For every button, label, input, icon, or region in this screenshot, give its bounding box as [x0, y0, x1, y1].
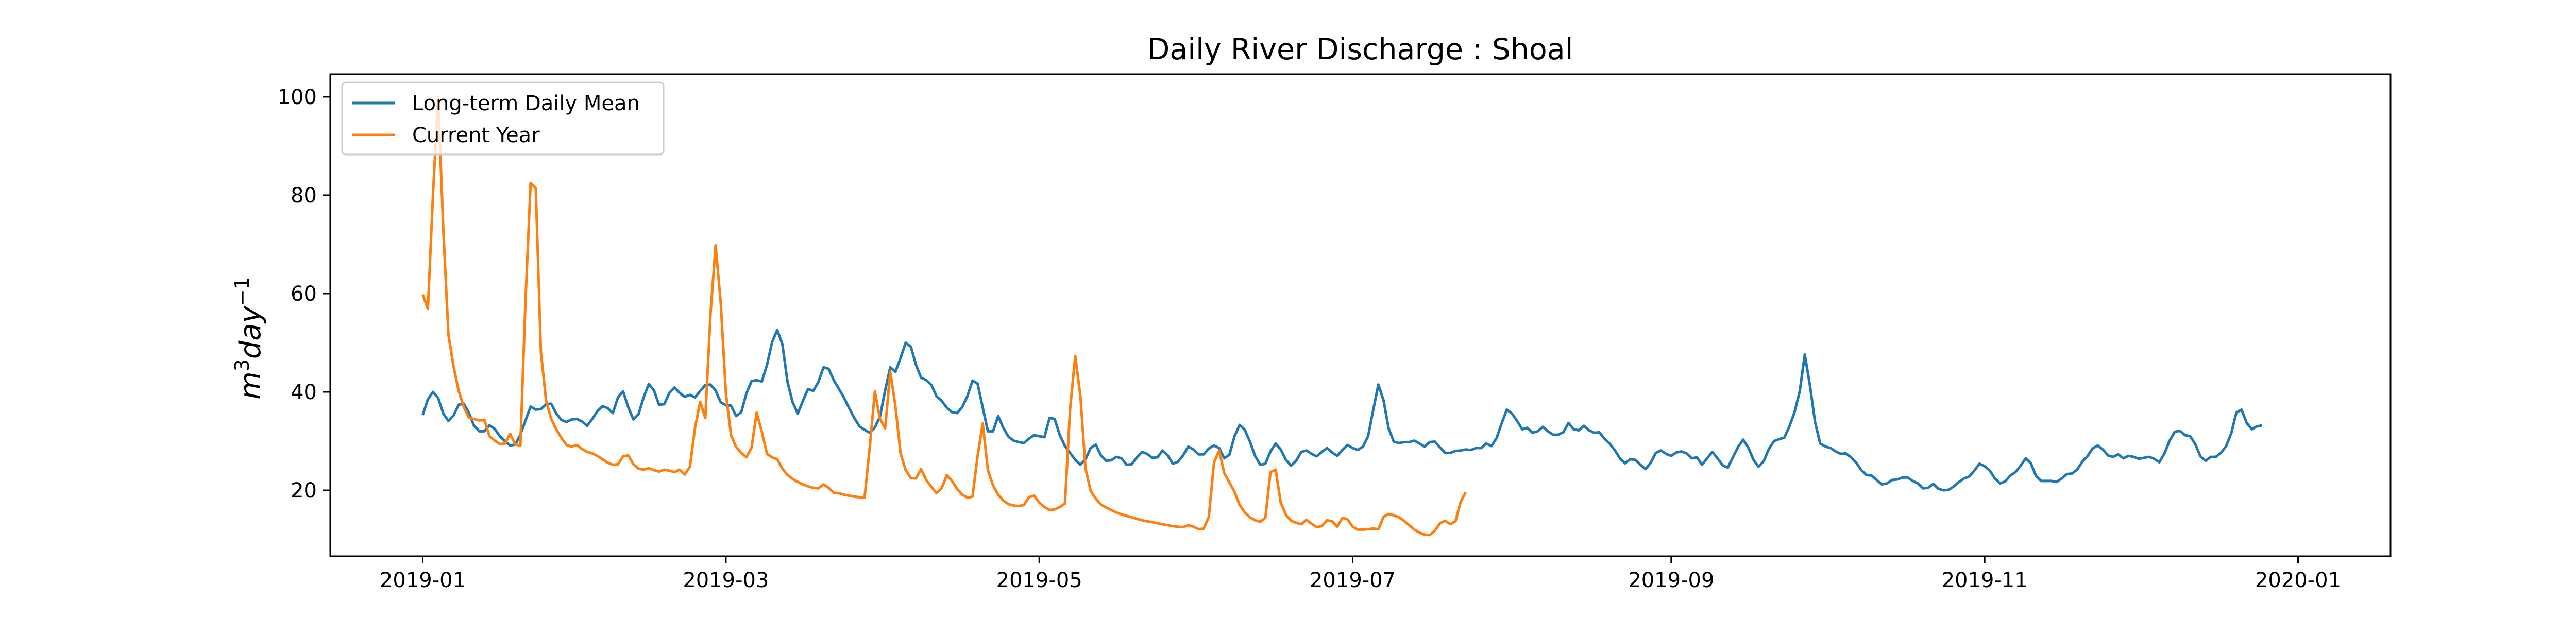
x-tick-label-0: 2019-01 [380, 569, 466, 592]
y-tick-label-4: 100 [278, 85, 317, 109]
y-tick-label-0: 20 [291, 479, 317, 503]
y-tick-label-2: 60 [291, 282, 317, 306]
y-tick-label-1: 40 [291, 381, 317, 404]
x-tick-label-2: 2019-05 [996, 569, 1082, 592]
x-tick-label-1: 2019-03 [683, 569, 769, 592]
legend-label-1: Current Year [412, 124, 540, 147]
y-axis-label-sup2: −1 [231, 277, 253, 306]
plot-area [421, 96, 2263, 537]
legend: Long-term Daily Mean Current Year [341, 81, 665, 156]
x-tick-label-6: 2020-01 [2255, 569, 2341, 592]
axes-frame [329, 73, 2392, 557]
x-tick-label-4: 2019-09 [1628, 569, 1714, 592]
y-axis-label-sup1: 3 [231, 359, 253, 371]
series-line-0 [421, 329, 2263, 492]
x-tick-label-5: 2019-11 [1942, 569, 2028, 592]
series-line-1 [421, 96, 1467, 537]
y-axis-label: m3day−1 [231, 277, 267, 400]
x-tick-label-3: 2019-07 [1310, 569, 1396, 592]
y-tick-label-3: 80 [291, 184, 317, 208]
legend-box [341, 81, 665, 156]
legend-label-0: Long-term Daily Mean [412, 92, 640, 115]
y-axis-label-base: m [234, 371, 267, 400]
y-axis-label-mid: day [234, 305, 267, 359]
chart-title: Daily River Discharge : Shoal [1147, 32, 1573, 66]
